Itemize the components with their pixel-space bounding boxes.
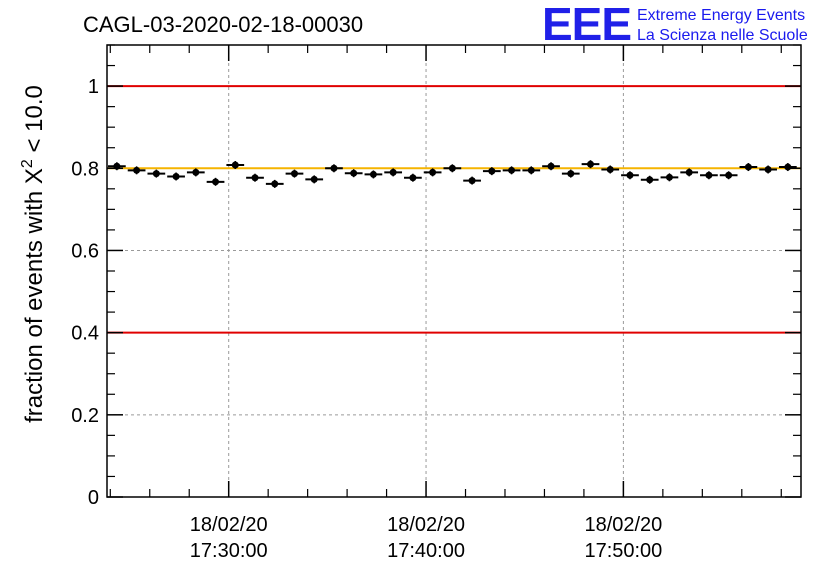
data-point (448, 164, 456, 172)
y-tick-label: 0 (88, 487, 99, 509)
eee-logo-letters: EEE (542, 0, 631, 50)
data-point (172, 172, 180, 180)
data-point (133, 166, 141, 174)
data-point (606, 166, 614, 174)
data-point (508, 166, 516, 174)
data-point (547, 162, 555, 170)
data-point (369, 170, 377, 178)
data-point (685, 168, 693, 176)
data-point (567, 170, 575, 178)
data-point (626, 171, 634, 179)
data-point (152, 170, 160, 178)
axis-tick-labels: 0 0.2 0.4 0.6 0.8 1 18/02/20 17:30:00 18/02/20 17… (71, 76, 662, 562)
y-axis-label-main: fraction of events with X (21, 168, 48, 423)
data-point (784, 163, 792, 171)
data-point (468, 177, 476, 185)
data-point (409, 174, 417, 182)
x-tick-label-time: 17:40:00 (387, 540, 465, 562)
eee-logo: EEE Extreme Energy Events La Scienza nel… (542, 0, 808, 50)
y-axis-label: fraction of events with X2 < 10.0 (19, 85, 48, 423)
y-tick-label: 0.4 (71, 323, 99, 345)
x-tick-label-date: 18/02/20 (190, 514, 268, 536)
eee-logo-line1: Extreme Energy Events (637, 7, 805, 24)
data-point (350, 169, 358, 177)
x-tick-label-time: 17:50:00 (584, 540, 662, 562)
y-axis-label-tail: < 10.0 (21, 85, 48, 159)
data-point (725, 171, 733, 179)
data-point (271, 180, 279, 188)
data-point (488, 167, 496, 175)
data-point (744, 163, 752, 171)
data-point (389, 168, 397, 176)
data-point (429, 168, 437, 176)
data-point (527, 166, 535, 174)
data-point (290, 170, 298, 178)
data-point (310, 175, 318, 183)
x-tick-label-time: 17:30:00 (190, 540, 268, 562)
chart-title: CAGL-03-2020-02-18-00030 (83, 12, 363, 37)
y-tick-label: 0.8 (71, 158, 99, 180)
eee-logo-line2: La Scienza nelle Scuole (637, 27, 808, 44)
y-tick-label: 1 (88, 76, 99, 98)
data-point (764, 166, 772, 174)
data-point (705, 171, 713, 179)
data-point (192, 168, 200, 176)
reference-lines (107, 85, 801, 334)
data-point (231, 161, 239, 169)
grid-layer (107, 45, 801, 497)
y-tick-label: 0.6 (71, 240, 99, 262)
data-point (586, 160, 594, 168)
data-point (330, 164, 338, 172)
plot-frame (106, 44, 802, 498)
y-tick-label: 0.2 (71, 405, 99, 427)
y-axis-label-superscript: 2 (19, 159, 36, 168)
data-point (646, 176, 654, 184)
data-point (251, 174, 259, 182)
data-point (212, 178, 220, 186)
data-point (665, 173, 673, 181)
x-tick-label-date: 18/02/20 (584, 514, 662, 536)
x-tick-label-date: 18/02/20 (387, 514, 465, 536)
axis-ticks (107, 44, 801, 498)
data-markers (108, 160, 797, 188)
